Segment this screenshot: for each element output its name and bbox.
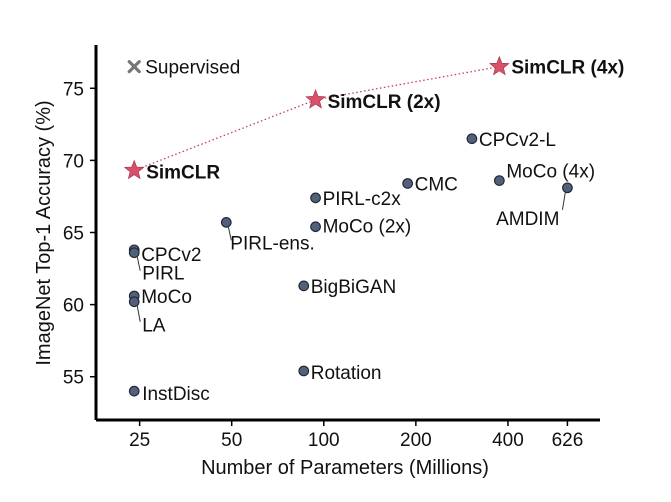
point-labels: Supervised SimCLR SimCLR (2x) SimCLR (4x) CP… (136, 58, 624, 405)
y-axis-label: ImageNet Top-1 Accuracy (%) (33, 100, 55, 365)
y-tick-label: 75 (63, 79, 84, 100)
point-cpcv2-l (466, 133, 478, 145)
label-amdim: AMDIM (496, 209, 559, 230)
point-pirl-c2x (310, 192, 321, 204)
y-tick-label: 70 (63, 151, 84, 172)
point-rotation (298, 365, 310, 377)
label-moco-4x: MoCo (4x) (506, 162, 595, 183)
label-la: LA (142, 316, 166, 337)
star-icon (123, 159, 145, 180)
label-supervised: Supervised (145, 58, 240, 79)
label-rotation: Rotation (311, 363, 382, 384)
x-tick-label: 50 (221, 430, 242, 451)
leader-line (561, 191, 566, 210)
x-tick-label: 200 (400, 430, 432, 451)
label-moco-2x: MoCo (2x) (323, 217, 412, 238)
label-simclr: SimCLR (146, 162, 220, 183)
leader-line (136, 305, 141, 322)
point-instdisc (128, 385, 140, 397)
point-pirl-ens (220, 217, 232, 228)
label-cpcv2: CPCv2 (141, 245, 201, 266)
point-cmc (402, 178, 413, 189)
label-pirl-c2x: PIRL-c2x (323, 189, 402, 210)
label-pirl: PIRL (142, 264, 184, 285)
label-instdisc: InstDisc (142, 384, 210, 405)
label-cpcv2-l: CPCv2-L (479, 130, 556, 151)
point-la (128, 296, 140, 308)
point-bigbigan (298, 280, 310, 292)
simclr-trend-line (133, 65, 500, 172)
y-tick-label: 60 (63, 296, 84, 317)
label-cmc: CMC (415, 174, 458, 195)
point-amdim (562, 182, 573, 194)
axes: 55 60 65 70 75 25 50 100 200 400 626 (63, 45, 600, 451)
x-tick-label: 400 (492, 430, 524, 451)
y-tick-label: 65 (63, 224, 84, 245)
x-tick-label: 100 (308, 430, 340, 451)
point-moco-4x (494, 175, 505, 186)
trend-polyline (133, 65, 500, 172)
label-simclr-2x: SimCLR (2x) (328, 92, 441, 113)
label-simclr-4x: SimCLR (4x) (511, 58, 624, 79)
point-pirl (128, 247, 140, 259)
x-tick-label: 25 (129, 430, 150, 451)
star-icon (305, 88, 326, 109)
x-axis-label: Number of Parameters (Millions) (201, 457, 489, 479)
y-tick-label: 55 (63, 368, 84, 389)
point-moco-2x (310, 221, 321, 233)
leader-line (227, 226, 232, 241)
x-tick-label: 626 (552, 430, 584, 451)
data-points (123, 55, 573, 397)
label-moco: MoCo (141, 287, 192, 308)
x-icon (127, 60, 141, 74)
label-bigbigan: BigBiGAN (311, 277, 397, 298)
label-pirl-ens: PIRL-ens. (230, 233, 314, 254)
star-icon (489, 55, 510, 76)
leader-line (136, 256, 141, 271)
